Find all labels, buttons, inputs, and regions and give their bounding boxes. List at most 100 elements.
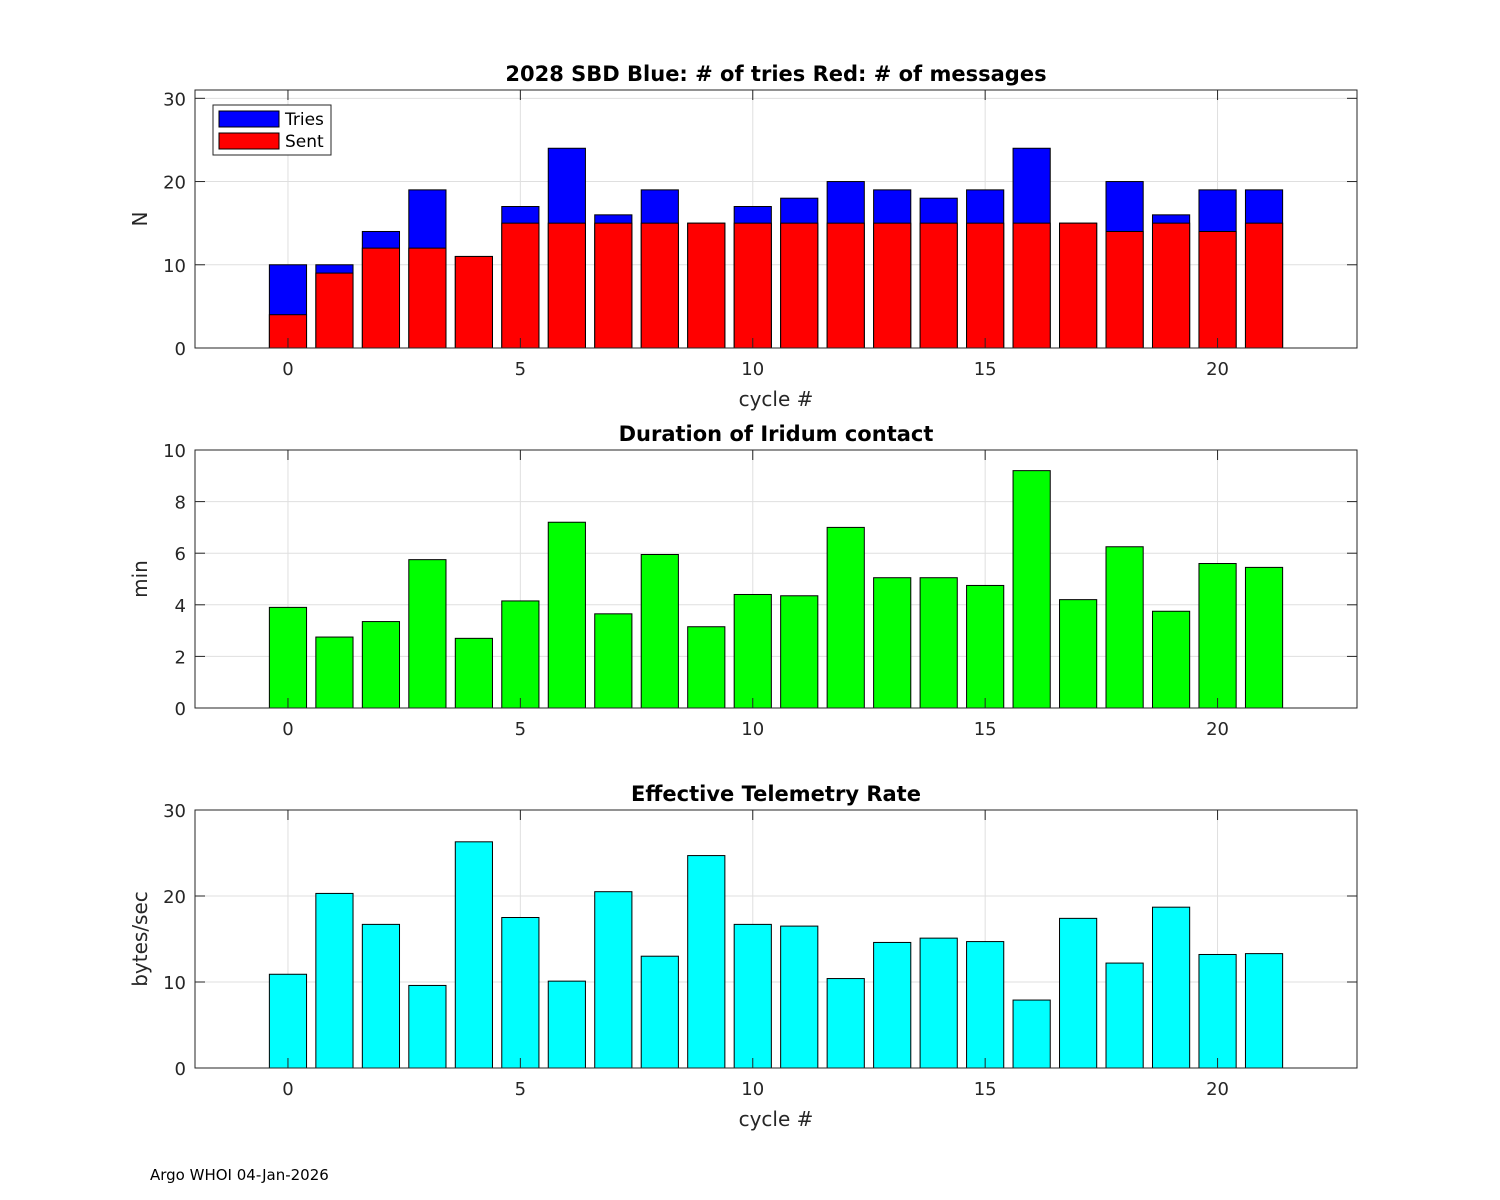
y-tick-label: 10 (163, 441, 186, 462)
bar-duration-16 (1012, 470, 1051, 709)
y-axis-label: N (128, 212, 152, 227)
bar-rate-20 (1198, 953, 1237, 1069)
y-axis-label: bytes/sec (128, 891, 152, 987)
bar-duration-8 (640, 553, 679, 709)
bar-rate-8 (640, 955, 679, 1069)
x-tick-label: 10 (741, 1079, 764, 1100)
chart-title: Effective Telemetry Rate (631, 782, 921, 806)
x-tick-label: 0 (282, 359, 293, 380)
x-tick-label: 20 (1206, 359, 1229, 380)
x-tick-label: 5 (515, 359, 526, 380)
bar-rate-16 (1012, 999, 1051, 1069)
x-tick-label: 10 (741, 719, 764, 740)
bar-duration-12 (826, 526, 865, 709)
bar-duration-3 (408, 559, 447, 709)
bar-sent-14 (919, 222, 958, 349)
y-tick-label: 30 (163, 801, 186, 822)
bar-duration-7 (594, 613, 633, 709)
bar-duration-10 (733, 593, 772, 709)
bar-sent-6 (547, 222, 586, 349)
bar-duration-15 (966, 584, 1005, 709)
legend-swatch-sent (218, 132, 280, 150)
bar-rate-18 (1105, 962, 1144, 1069)
bar-sent-1 (315, 272, 354, 349)
y-tick-label: 0 (175, 1059, 186, 1080)
y-tick-label: 0 (175, 699, 186, 720)
bar-sent-8 (640, 222, 679, 349)
bar-rate-14 (919, 937, 958, 1069)
footer-label: Argo WHOI 04-Jan-2026 (150, 1166, 329, 1184)
bar-sent-11 (780, 222, 819, 349)
bar-rate-0 (268, 973, 308, 1069)
bar-rate-4 (454, 841, 493, 1069)
bar-rate-3 (408, 984, 447, 1069)
x-tick-label: 5 (515, 719, 526, 740)
bar-sent-5 (501, 222, 540, 349)
bar-duration-19 (1151, 610, 1191, 709)
x-axis-label: cycle # (739, 1107, 814, 1131)
bar-rate-5 (501, 917, 540, 1069)
bar-sent-10 (733, 222, 772, 349)
bar-rate-15 (966, 941, 1005, 1069)
x-tick-label: 15 (974, 719, 997, 740)
bar-duration-21 (1244, 566, 1284, 709)
bar-rate-1 (315, 892, 354, 1069)
bar-duration-17 (1059, 599, 1098, 709)
x-tick-label: 20 (1206, 719, 1229, 740)
y-tick-label: 30 (163, 89, 186, 110)
y-tick-label: 4 (175, 596, 186, 617)
bar-rate-10 (733, 923, 772, 1069)
bar-duration-2 (361, 621, 401, 709)
bar-rate-9 (687, 855, 726, 1069)
y-tick-label: 20 (163, 173, 186, 194)
bar-duration-0 (268, 606, 308, 709)
x-tick-label: 15 (974, 359, 997, 380)
bar-duration-13 (873, 577, 912, 709)
bar-sent-9 (687, 222, 726, 349)
x-tick-label: 10 (741, 359, 764, 380)
legend-label-tries: Tries (284, 110, 324, 130)
bar-sent-21 (1244, 222, 1284, 349)
y-tick-label: 2 (175, 647, 186, 668)
bar-sent-17 (1059, 222, 1098, 349)
legend-swatch-tries (218, 110, 280, 128)
bar-sent-20 (1198, 230, 1237, 349)
chart-panel-3: 0 5 10 15 20 0 10 20 30 Effective Telemetry Rate c… (128, 782, 1358, 1131)
bar-duration-1 (315, 636, 354, 709)
chart-title: 2028 SBD Blue: # of tries Red: # of mess… (505, 62, 1046, 86)
bar-sent-16 (1012, 222, 1051, 349)
y-tick-label: 20 (163, 887, 186, 908)
x-tick-label: 5 (515, 1079, 526, 1100)
x-axis-label: cycle # (739, 387, 814, 411)
chart-panel-2: 0 5 10 15 20 0 2 4 6 8 10 Duration of Iridum contac… (128, 422, 1358, 740)
chart-panel-1: 0 5 10 15 20 0 10 20 30 2028 SBD Blue: # of tries… (128, 62, 1358, 411)
x-tick-label: 0 (282, 1079, 293, 1100)
bar-sent-7 (594, 222, 633, 349)
bar-rate-17 (1059, 917, 1098, 1069)
bar-rate-21 (1244, 953, 1284, 1069)
bar-rate-12 (826, 978, 865, 1069)
y-tick-label: 6 (175, 544, 186, 565)
axes-box (194, 809, 1358, 1069)
bar-sent-3 (408, 247, 447, 349)
bar-rate-6 (547, 980, 586, 1069)
bar-duration-14 (919, 577, 958, 709)
chart-title: Duration of Iridum contact (619, 422, 934, 446)
bar-sent-2 (361, 247, 401, 349)
bar-duration-5 (501, 600, 540, 709)
bar-duration-20 (1198, 563, 1237, 709)
y-tick-label: 0 (175, 339, 186, 360)
axes-box (194, 449, 1358, 709)
bar-duration-18 (1105, 546, 1144, 709)
bar-duration-9 (687, 626, 726, 709)
bar-sent-19 (1151, 222, 1191, 349)
y-axis-label: min (128, 560, 152, 598)
bar-rate-19 (1151, 906, 1191, 1069)
bar-rate-7 (594, 891, 633, 1069)
bar-duration-11 (780, 595, 819, 709)
bar-sent-18 (1105, 230, 1144, 349)
bar-sent-15 (966, 222, 1005, 349)
bar-rate-13 (873, 941, 912, 1069)
